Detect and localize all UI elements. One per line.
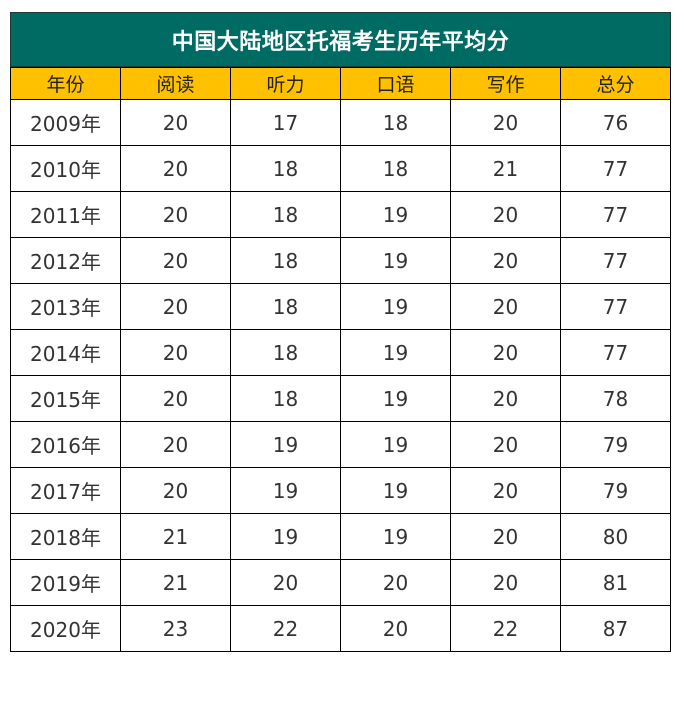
score-cell: 19 xyxy=(340,237,451,284)
score-cell: 19 xyxy=(230,513,341,560)
score-cell: 77 xyxy=(560,283,671,330)
score-cell: 23 xyxy=(120,605,231,652)
score-cell: 20 xyxy=(230,559,341,606)
table-row: 2019年 21 20 20 20 81 xyxy=(10,559,671,606)
score-cell: 18 xyxy=(230,237,341,284)
table-row: 2015年 20 18 19 20 78 xyxy=(10,375,671,422)
score-cell: 20 xyxy=(120,329,231,376)
column-header: 口语 xyxy=(340,67,451,100)
column-header: 总分 xyxy=(560,67,671,100)
score-cell: 19 xyxy=(340,513,451,560)
score-cell: 22 xyxy=(230,605,341,652)
score-cell: 18 xyxy=(340,99,451,146)
score-cell: 20 xyxy=(120,421,231,468)
score-cell: 18 xyxy=(230,283,341,330)
year-cell: 2020年 xyxy=(10,605,121,652)
score-cell: 18 xyxy=(230,375,341,422)
score-cell: 20 xyxy=(120,99,231,146)
year-cell: 2012年 xyxy=(10,237,121,284)
score-cell: 21 xyxy=(450,145,561,192)
year-cell: 2013年 xyxy=(10,283,121,330)
table-row: 2017年 20 19 19 20 79 xyxy=(10,467,671,514)
score-cell: 20 xyxy=(450,191,561,238)
score-cell: 21 xyxy=(120,513,231,560)
score-cell: 18 xyxy=(230,329,341,376)
score-cell: 20 xyxy=(450,237,561,284)
year-cell: 2009年 xyxy=(10,99,121,146)
column-header: 年份 xyxy=(10,67,121,100)
score-cell: 20 xyxy=(120,467,231,514)
score-cell: 20 xyxy=(120,283,231,330)
year-cell: 2014年 xyxy=(10,329,121,376)
table-row: 2010年 20 18 18 21 77 xyxy=(10,145,671,192)
table-row: 2012年 20 18 19 20 77 xyxy=(10,237,671,284)
score-cell: 19 xyxy=(230,421,341,468)
table-row: 2018年 21 19 19 20 80 xyxy=(10,513,671,560)
table-row: 2014年 20 18 19 20 77 xyxy=(10,329,671,376)
table-row: 2011年 20 18 19 20 77 xyxy=(10,191,671,238)
score-cell: 20 xyxy=(450,99,561,146)
column-header: 听力 xyxy=(230,67,341,100)
score-cell: 19 xyxy=(340,375,451,422)
table-body: 2009年 20 17 18 20 76 2010年 20 18 18 21 77 2011年 20 18 1… xyxy=(10,99,671,652)
score-cell: 19 xyxy=(340,191,451,238)
score-cell: 20 xyxy=(120,237,231,284)
score-cell: 20 xyxy=(120,375,231,422)
score-cell: 20 xyxy=(450,559,561,606)
score-cell: 79 xyxy=(560,421,671,468)
score-cell: 21 xyxy=(120,559,231,606)
score-cell: 20 xyxy=(120,145,231,192)
score-cell: 19 xyxy=(340,329,451,376)
score-cell: 19 xyxy=(340,467,451,514)
score-cell: 80 xyxy=(560,513,671,560)
score-cell: 81 xyxy=(560,559,671,606)
table-row: 2013年 20 18 19 20 77 xyxy=(10,283,671,330)
score-cell: 17 xyxy=(230,99,341,146)
score-cell: 18 xyxy=(230,145,341,192)
table-row: 2009年 20 17 18 20 76 xyxy=(10,99,671,146)
score-cell: 19 xyxy=(340,283,451,330)
year-cell: 2018年 xyxy=(10,513,121,560)
table-title: 中国大陆地区托福考生历年平均分 xyxy=(10,12,671,67)
score-cell: 20 xyxy=(450,467,561,514)
score-cell: 77 xyxy=(560,329,671,376)
score-cell: 20 xyxy=(340,605,451,652)
score-cell: 20 xyxy=(450,375,561,422)
score-cell: 20 xyxy=(450,421,561,468)
table-row: 2020年 23 22 20 22 87 xyxy=(10,605,671,652)
column-header: 阅读 xyxy=(120,67,231,100)
score-table: 年份 阅读 听力 口语 写作 总分 2009年 20 17 18 20 76 2010年 20 18 18 2… xyxy=(10,67,671,652)
score-cell: 19 xyxy=(230,467,341,514)
score-cell: 77 xyxy=(560,145,671,192)
score-table-container: 中国大陆地区托福考生历年平均分 年份 阅读 听力 口语 写作 总分 2009年 20 17 18… xyxy=(10,12,671,652)
year-cell: 2017年 xyxy=(10,467,121,514)
score-cell: 20 xyxy=(340,559,451,606)
score-cell: 22 xyxy=(450,605,561,652)
year-cell: 2016年 xyxy=(10,421,121,468)
score-cell: 19 xyxy=(340,421,451,468)
score-cell: 20 xyxy=(120,191,231,238)
year-cell: 2019年 xyxy=(10,559,121,606)
header-row: 年份 阅读 听力 口语 写作 总分 xyxy=(10,67,671,100)
score-cell: 78 xyxy=(560,375,671,422)
year-cell: 2011年 xyxy=(10,191,121,238)
score-cell: 77 xyxy=(560,191,671,238)
score-cell: 76 xyxy=(560,99,671,146)
year-cell: 2015年 xyxy=(10,375,121,422)
table-row: 2016年 20 19 19 20 79 xyxy=(10,421,671,468)
score-cell: 87 xyxy=(560,605,671,652)
score-cell: 79 xyxy=(560,467,671,514)
score-cell: 77 xyxy=(560,237,671,284)
score-cell: 20 xyxy=(450,513,561,560)
column-header: 写作 xyxy=(450,67,561,100)
score-cell: 20 xyxy=(450,283,561,330)
score-cell: 18 xyxy=(230,191,341,238)
score-cell: 18 xyxy=(340,145,451,192)
year-cell: 2010年 xyxy=(10,145,121,192)
score-cell: 20 xyxy=(450,329,561,376)
